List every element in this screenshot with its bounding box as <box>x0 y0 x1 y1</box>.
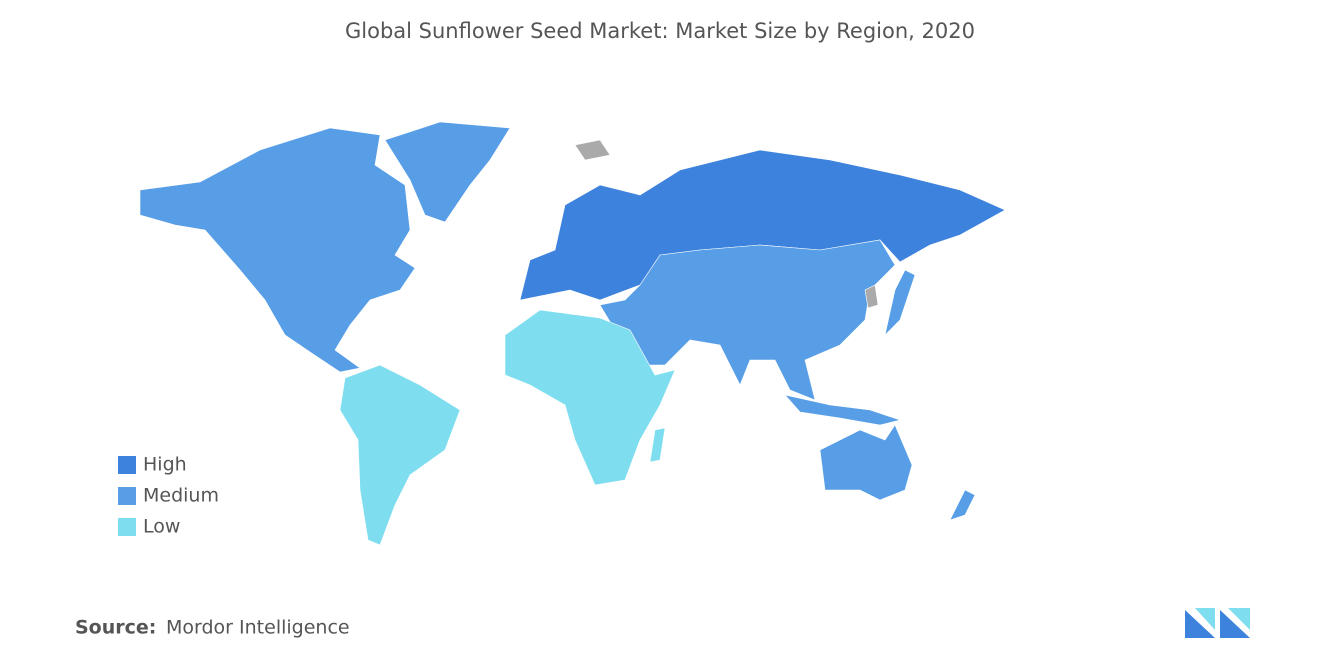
logo-part <box>1228 608 1250 630</box>
map-title: Global Sunflower Seed Market: Market Siz… <box>345 19 975 43</box>
australia <box>819 424 913 501</box>
logo-part <box>1220 610 1250 638</box>
japan <box>884 269 916 336</box>
legend-swatch <box>118 518 136 536</box>
legend-label: High <box>143 454 187 476</box>
legend-swatch <box>118 487 136 505</box>
source-label: Source: <box>75 617 156 639</box>
legend: High Medium Low <box>118 454 219 538</box>
madagascar <box>649 427 666 463</box>
indonesia <box>784 394 902 426</box>
legend-label: Medium <box>143 485 219 507</box>
legend-swatch <box>118 456 136 474</box>
south-america <box>339 364 461 546</box>
logo-part <box>1195 608 1215 630</box>
world-map <box>139 121 1006 546</box>
africa <box>504 309 676 486</box>
new-zealand <box>949 489 976 521</box>
logo-part <box>1185 610 1215 638</box>
greenland <box>384 121 511 223</box>
korea <box>864 284 879 309</box>
logo <box>1185 608 1250 638</box>
source-text: Mordor Intelligence <box>166 617 350 639</box>
north-america <box>139 127 416 373</box>
svalbard <box>574 139 611 161</box>
legend-label: Low <box>143 516 180 538</box>
